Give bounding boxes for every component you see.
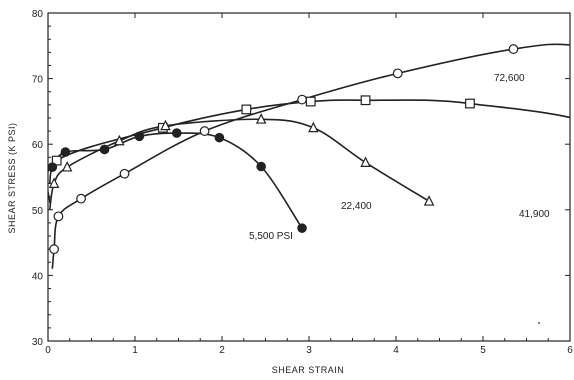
x-tick-label: 6	[567, 345, 573, 356]
data-point-square	[305, 96, 316, 107]
x-axis-title: SHEAR STRAIN	[272, 365, 345, 375]
markers-group	[48, 44, 519, 255]
stray-dot	[538, 322, 540, 324]
data-point-circle	[508, 44, 519, 54]
series-line-2	[48, 99, 570, 204]
series-labels-group: 72,600 41,900 22,400 5,500 PSI	[249, 73, 550, 242]
series-label-1: 72,600	[494, 73, 525, 84]
data-point-circle	[53, 211, 64, 222]
data-point-filled-circle	[60, 147, 71, 157]
x-tick-label: 1	[132, 345, 138, 356]
data-point-filled-circle	[256, 161, 266, 172]
data-point-circle	[199, 126, 210, 136]
y-tick-label: 30	[32, 337, 44, 348]
y-tick-label: 40	[32, 271, 44, 282]
x-tick-label: 3	[306, 345, 312, 356]
x-tick-label: 4	[393, 345, 399, 356]
y-tick-label: 80	[32, 9, 44, 20]
data-point-triangle	[61, 161, 73, 172]
data-point-square	[360, 95, 371, 106]
data-point-circle	[297, 94, 307, 105]
data-point-triangle	[423, 195, 435, 206]
data-point-filled-circle	[214, 132, 225, 143]
series-label-4: 5,500 PSI	[249, 231, 293, 242]
data-point-filled-circle	[171, 128, 182, 138]
data-point-filled-circle	[99, 144, 110, 155]
data-point-circle	[392, 68, 403, 79]
data-point-circle	[76, 193, 86, 204]
y-axis-title: SHEAR STRESS (K PSI)	[7, 122, 17, 233]
data-point-triangle	[308, 121, 319, 133]
data-point-triangle	[160, 119, 171, 131]
y-tick-label: 60	[32, 140, 44, 151]
data-point-square	[241, 104, 252, 115]
data-point-filled-circle	[134, 131, 145, 142]
data-point-square	[51, 155, 62, 166]
series-label-2: 41,900	[519, 209, 550, 220]
x-tick-label: 5	[480, 345, 486, 356]
x-tick-label: 0	[45, 345, 51, 356]
data-point-triangle	[48, 177, 60, 188]
data-point-triangle	[255, 113, 267, 124]
x-tick-label: 2	[219, 345, 225, 356]
data-point-filled-circle	[48, 162, 58, 172]
y-tick-label: 70	[32, 75, 44, 86]
axes-group: 0 1 2 3 4 5 6 30 40 50 60 70 80	[32, 9, 573, 356]
data-point-triangle	[360, 156, 371, 167]
y-tick-label: 50	[32, 206, 44, 217]
series-line-3	[48, 118, 430, 210]
data-point-triangle	[114, 134, 125, 146]
data-point-circle	[119, 168, 130, 179]
series-label-3: 22,400	[341, 201, 372, 212]
data-point-circle	[49, 244, 59, 255]
data-point-square	[465, 98, 475, 109]
data-point-filled-circle	[297, 223, 307, 233]
